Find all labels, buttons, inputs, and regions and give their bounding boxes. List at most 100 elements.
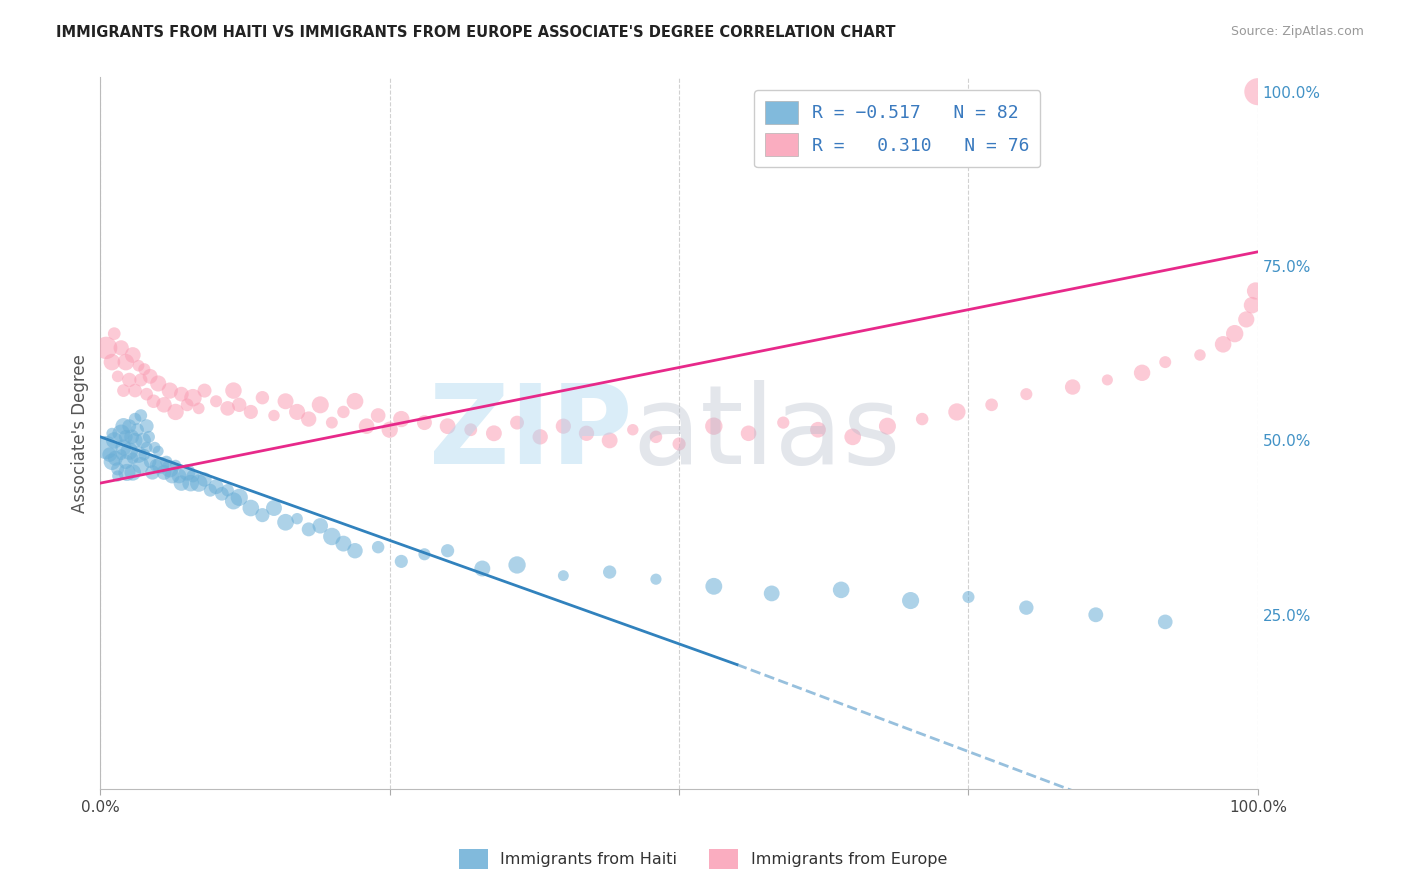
Point — [217, 483, 239, 498]
Point — [252, 391, 274, 405]
Point — [128, 448, 150, 462]
Point — [118, 419, 141, 434]
Point — [876, 419, 898, 434]
Point — [343, 394, 366, 409]
Point — [285, 405, 308, 419]
Point — [413, 416, 436, 430]
Point — [134, 362, 156, 376]
Point — [389, 412, 412, 426]
Point — [101, 426, 124, 441]
Point — [217, 401, 239, 416]
Point — [139, 455, 162, 469]
Point — [187, 401, 209, 416]
Point — [211, 487, 233, 501]
Point — [135, 387, 157, 401]
Point — [946, 405, 969, 419]
Point — [176, 398, 198, 412]
Point — [149, 458, 172, 473]
Point — [228, 398, 250, 412]
Point — [506, 558, 529, 572]
Point — [343, 543, 366, 558]
Point — [772, 416, 794, 430]
Point — [121, 430, 143, 444]
Point — [222, 494, 245, 508]
Point — [167, 469, 190, 483]
Text: IMMIGRANTS FROM HAITI VS IMMIGRANTS FROM EUROPE ASSOCIATE'S DEGREE CORRELATION C: IMMIGRANTS FROM HAITI VS IMMIGRANTS FROM… — [56, 25, 896, 40]
Point — [1244, 284, 1267, 298]
Point — [737, 426, 759, 441]
Point — [139, 369, 162, 384]
Point — [94, 341, 117, 355]
Point — [129, 373, 152, 387]
Point — [274, 515, 297, 529]
Point — [145, 458, 167, 473]
Point — [103, 434, 125, 448]
Point — [263, 409, 285, 423]
Point — [761, 586, 783, 600]
Point — [1015, 600, 1038, 615]
Point — [107, 369, 129, 384]
Point — [153, 398, 176, 412]
Point — [200, 483, 222, 498]
Point — [1247, 85, 1270, 99]
Point — [114, 355, 136, 369]
Point — [138, 430, 160, 444]
Point — [114, 455, 136, 469]
Point — [181, 391, 204, 405]
Point — [436, 543, 458, 558]
Point — [112, 384, 135, 398]
Point — [263, 501, 285, 516]
Point — [553, 568, 575, 582]
Point — [160, 469, 183, 483]
Point — [1154, 615, 1177, 629]
Point — [285, 511, 308, 525]
Point — [575, 426, 598, 441]
Point — [1084, 607, 1107, 622]
Point — [101, 455, 124, 469]
Point — [112, 441, 135, 455]
Point — [132, 434, 155, 448]
Point — [141, 466, 163, 480]
Point — [378, 423, 401, 437]
Point — [193, 473, 215, 487]
Point — [1130, 366, 1153, 380]
Point — [180, 476, 202, 491]
Point — [124, 434, 146, 448]
Point — [980, 398, 1002, 412]
Point — [367, 409, 389, 423]
Point — [389, 554, 412, 568]
Point — [103, 326, 125, 341]
Point — [471, 561, 494, 575]
Point — [128, 359, 150, 373]
Point — [110, 426, 132, 441]
Point — [114, 430, 136, 444]
Point — [830, 582, 852, 597]
Point — [460, 423, 482, 437]
Point — [599, 565, 621, 579]
Point — [1097, 373, 1119, 387]
Point — [900, 593, 922, 607]
Point — [321, 529, 343, 543]
Point — [1234, 312, 1257, 326]
Point — [1241, 298, 1264, 312]
Point — [529, 430, 551, 444]
Point — [645, 430, 668, 444]
Point — [170, 476, 193, 491]
Point — [1154, 355, 1177, 369]
Point — [703, 419, 725, 434]
Point — [129, 458, 152, 473]
Point — [165, 458, 187, 473]
Point — [124, 384, 146, 398]
Legend: R = −0.517   N = 82, R =   0.310   N = 76: R = −0.517 N = 82, R = 0.310 N = 76 — [755, 90, 1040, 167]
Point — [621, 423, 644, 437]
Point — [159, 384, 181, 398]
Point — [506, 416, 529, 430]
Point — [436, 419, 458, 434]
Point — [148, 376, 170, 391]
Point — [142, 394, 165, 409]
Point — [1188, 348, 1211, 362]
Point — [121, 451, 143, 466]
Point — [599, 434, 621, 448]
Point — [222, 384, 245, 398]
Point — [309, 398, 332, 412]
